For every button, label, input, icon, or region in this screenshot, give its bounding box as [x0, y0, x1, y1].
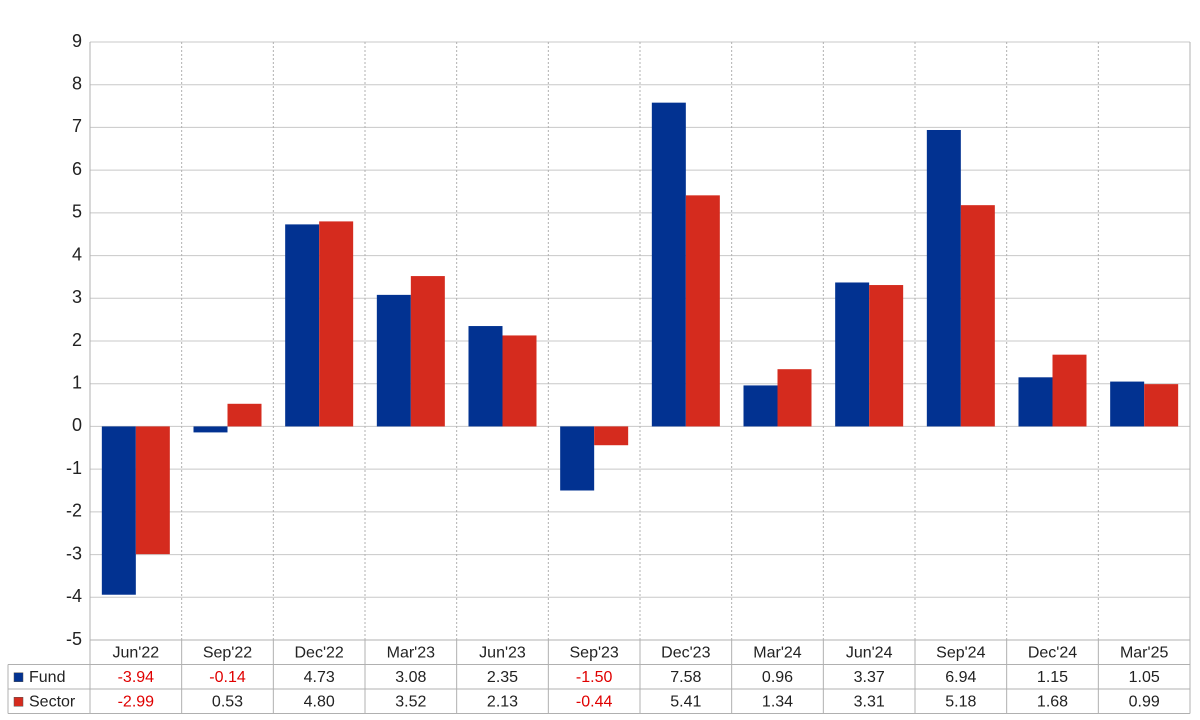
x-tick-label: Jun'22 — [113, 644, 160, 661]
bar — [777, 369, 812, 427]
bar — [135, 426, 170, 555]
table-value: -0.14 — [209, 669, 246, 686]
bar — [285, 224, 320, 427]
table-value: 3.52 — [395, 693, 426, 710]
x-tick-label: Sep'24 — [936, 644, 985, 661]
bar — [502, 335, 537, 427]
y-tick-label: -3 — [66, 543, 82, 563]
bar — [1052, 354, 1087, 427]
x-tick-label: Dec'24 — [1028, 644, 1077, 661]
legend-swatch — [13, 672, 24, 682]
table-value: 1.15 — [1037, 669, 1068, 686]
bar — [227, 403, 262, 427]
bar — [468, 326, 503, 427]
y-tick-label: 4 — [72, 244, 82, 264]
bar — [560, 426, 595, 491]
x-tick-label: Jun'24 — [846, 644, 893, 661]
table-value: 3.31 — [854, 693, 885, 710]
table-value: 2.13 — [487, 693, 518, 710]
table-value: 0.99 — [1129, 693, 1160, 710]
y-tick-label: 9 — [72, 31, 82, 51]
y-tick-label: -1 — [66, 458, 82, 478]
bar — [193, 426, 228, 433]
y-tick-label: 0 — [72, 415, 82, 435]
y-tick-label: 8 — [72, 73, 82, 93]
y-tick-label: 5 — [72, 202, 82, 222]
table-value: 4.80 — [304, 693, 335, 710]
x-tick-label: Sep'23 — [570, 644, 619, 661]
x-tick-label: Mar'23 — [387, 644, 436, 661]
legend-label: Fund — [29, 669, 65, 686]
bar — [835, 282, 870, 427]
bar — [869, 285, 904, 427]
table-value: 0.96 — [762, 669, 793, 686]
x-tick-label: Mar'25 — [1120, 644, 1169, 661]
bar — [651, 102, 686, 427]
table-value: 3.37 — [854, 669, 885, 686]
bar — [960, 205, 995, 427]
y-tick-label: 7 — [72, 116, 82, 136]
table-value: 5.18 — [945, 693, 976, 710]
table-value: 1.34 — [762, 693, 793, 710]
y-tick-label: 6 — [72, 159, 82, 179]
table-value: 7.58 — [670, 669, 701, 686]
y-tick-label: -4 — [66, 586, 82, 606]
x-tick-label: Jun'23 — [479, 644, 526, 661]
bar — [319, 221, 354, 427]
bar — [101, 426, 136, 595]
table-value: 0.53 — [212, 693, 243, 710]
table-value: -0.44 — [576, 693, 613, 710]
table-value: -3.94 — [118, 669, 155, 686]
table-value: -1.50 — [576, 669, 613, 686]
legend-swatch — [13, 697, 24, 707]
bar — [594, 426, 629, 446]
bar — [1018, 377, 1053, 427]
y-tick-label: 3 — [72, 287, 82, 307]
y-tick-label: -2 — [66, 501, 82, 521]
bar — [1144, 384, 1179, 427]
table-value: 4.73 — [304, 669, 335, 686]
table-value: 3.08 — [395, 669, 426, 686]
bar — [685, 195, 720, 427]
table-value: 1.68 — [1037, 693, 1068, 710]
table-value: 6.94 — [945, 669, 976, 686]
bar — [743, 385, 778, 427]
bar — [1110, 381, 1145, 427]
legend-label: Sector — [29, 693, 76, 710]
table-value: 2.35 — [487, 669, 518, 686]
x-tick-label: Mar'24 — [753, 644, 802, 661]
y-tick-label: -5 — [66, 629, 82, 649]
x-tick-label: Sep'22 — [203, 644, 252, 661]
y-tick-label: 1 — [72, 372, 82, 392]
table-value: 1.05 — [1129, 669, 1160, 686]
table-value: 5.41 — [670, 693, 701, 710]
x-tick-label: Dec'22 — [295, 644, 344, 661]
bar — [926, 129, 961, 427]
bar — [376, 294, 411, 427]
x-tick-label: Dec'23 — [661, 644, 710, 661]
table-value: -2.99 — [118, 693, 155, 710]
bar — [410, 276, 445, 427]
y-tick-label: 2 — [72, 330, 82, 350]
